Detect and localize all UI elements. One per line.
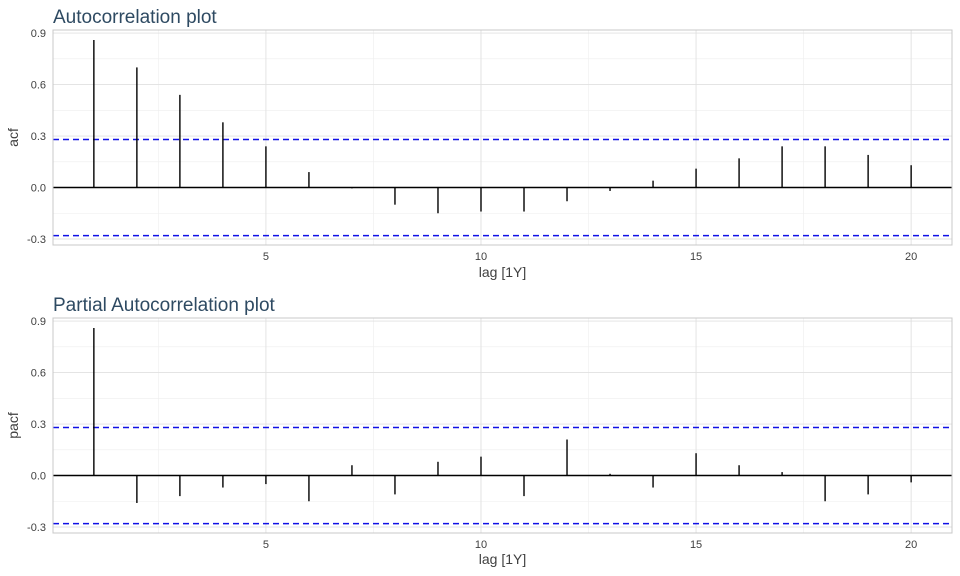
y-axis-label: pacf [5, 412, 21, 439]
x-tick-label: 20 [905, 539, 917, 551]
x-tick-label: 15 [690, 539, 702, 551]
gridlines [53, 318, 952, 533]
chart-title: Autocorrelation plot [53, 7, 217, 28]
y-tick-label: 0.3 [31, 419, 46, 431]
chart-title: Partial Autocorrelation plot [53, 295, 276, 316]
x-tick-label: 10 [475, 251, 487, 263]
y-tick-label: 0.6 [31, 368, 46, 380]
y-tick-label: -0.3 [27, 234, 46, 246]
y-tick-label: 0.0 [31, 471, 46, 483]
x-tick-label: 15 [690, 251, 702, 263]
x-axis-label: lag [1Y] [479, 264, 526, 280]
y-tick-label: 0.0 [31, 183, 46, 195]
y-tick-label: 0.9 [31, 316, 46, 328]
x-tick-label: 5 [263, 539, 269, 551]
y-tick-label: -0.3 [27, 522, 46, 534]
gridlines [53, 30, 952, 245]
chart-panel-acf: -0.3 0.0 0.3 0.6 0.9 5 10 15 20 Autocorrelation p… [5, 7, 953, 280]
x-tick-label: 5 [263, 251, 269, 263]
panel-border [52, 317, 953, 534]
panel-border [52, 29, 953, 246]
y-tick-label: 0.9 [31, 28, 46, 40]
x-tick-label: 20 [905, 251, 917, 263]
chart-panel-pacf: -0.3 0.0 0.3 0.6 0.9 5 10 15 20 Partial Autocorre… [5, 295, 953, 567]
y-axis-label: acf [5, 128, 21, 147]
y-tick-label: 0.3 [31, 131, 46, 143]
y-tick-label: 0.6 [31, 80, 46, 92]
x-axis-label: lag [1Y] [479, 551, 526, 567]
x-tick-label: 10 [475, 539, 487, 551]
